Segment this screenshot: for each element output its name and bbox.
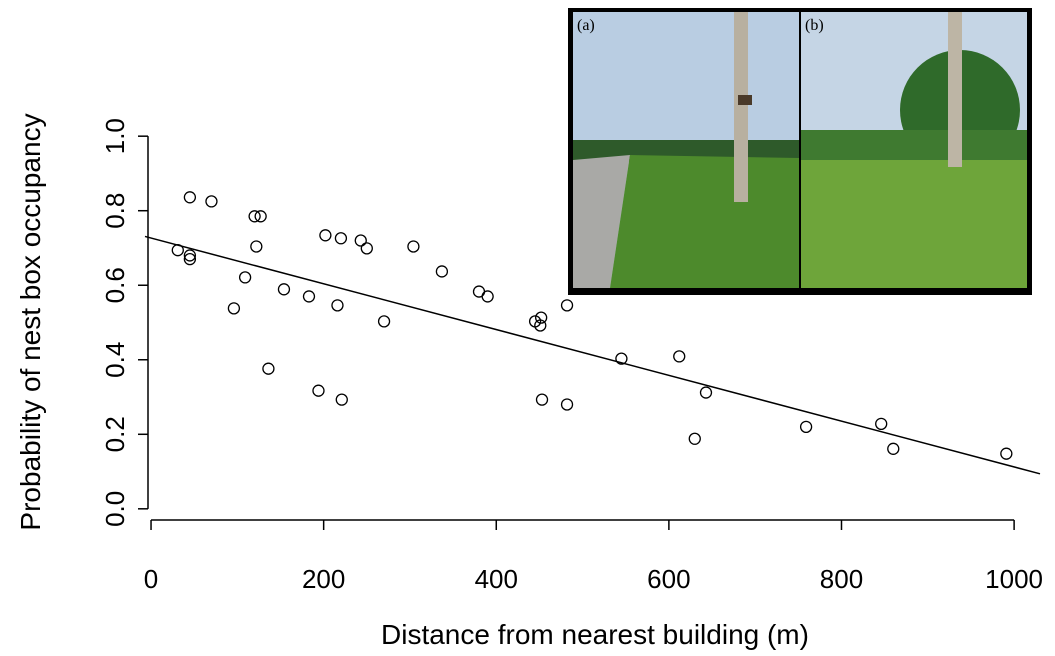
y-tick-label: 0.0 (100, 491, 130, 527)
x-tick-label: 1000 (985, 564, 1043, 594)
data-point (248, 210, 261, 223)
data-point (302, 290, 316, 303)
y-tick-label: 0.8 (100, 193, 130, 229)
hedge (801, 130, 1027, 165)
data-point (799, 420, 813, 433)
y-axis-label: Probability of nest box occupancy (15, 113, 46, 530)
data-point (262, 362, 275, 375)
x-tick-label: 400 (475, 564, 518, 594)
data-point (227, 302, 241, 315)
data-point (183, 191, 197, 204)
y-tick-label: 0.6 (100, 267, 130, 303)
data-point (560, 299, 574, 312)
data-point (534, 319, 547, 332)
tall-grass (801, 160, 1027, 288)
data-point (887, 442, 900, 455)
x-tick-label: 800 (820, 564, 863, 594)
pole (734, 12, 748, 202)
data-point (534, 311, 548, 324)
data-point (319, 229, 332, 242)
nest-box (738, 95, 752, 105)
data-point (699, 386, 713, 399)
pole (948, 12, 962, 167)
data-point (560, 398, 574, 411)
regression-line (144, 235, 1041, 475)
data-point (205, 195, 218, 208)
x-tick-label: 600 (647, 564, 690, 594)
data-point (360, 242, 373, 255)
data-point (183, 253, 197, 266)
y-tick-label: 1.0 (100, 118, 130, 154)
data-point (183, 249, 197, 262)
x-tick-label: 200 (302, 564, 345, 594)
y-tick-label: 0.4 (100, 342, 130, 378)
data-point (238, 271, 252, 284)
data-point (312, 384, 325, 397)
data-point (250, 240, 263, 253)
x-tick-label: 0 (144, 564, 158, 594)
x-axis-label: Distance from nearest building (m) (381, 619, 809, 650)
data-point (875, 417, 888, 431)
data-point (1000, 447, 1013, 460)
inset-photos: (a) (b) (568, 8, 1032, 295)
road (573, 155, 630, 288)
data-point (688, 432, 701, 445)
photo-b: (b) (801, 12, 1027, 288)
data-point (354, 234, 367, 247)
photo-a: (a) (573, 12, 799, 288)
data-point (335, 393, 348, 406)
data-point (407, 240, 420, 253)
data-point (535, 393, 549, 406)
data-point (277, 283, 291, 296)
inset-label: (a) (577, 17, 595, 34)
y-tick-label: 0.2 (100, 416, 130, 452)
inset-label: (b) (805, 17, 824, 34)
data-point (331, 299, 344, 312)
data-point (435, 265, 449, 278)
lawn (610, 155, 799, 288)
data-point (481, 290, 494, 303)
data-point (673, 350, 686, 363)
data-point (254, 210, 267, 223)
data-point (615, 352, 628, 365)
data-point (377, 315, 391, 328)
data-point (334, 232, 348, 245)
